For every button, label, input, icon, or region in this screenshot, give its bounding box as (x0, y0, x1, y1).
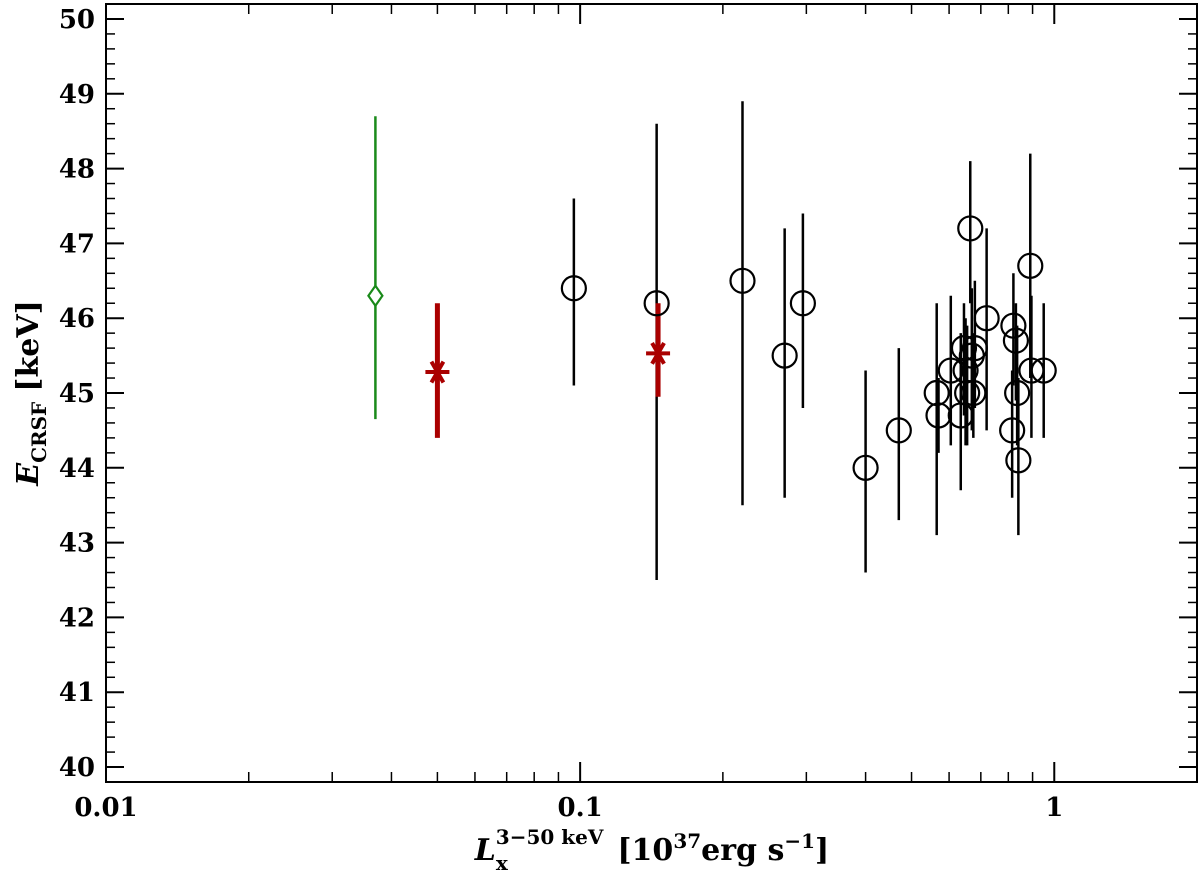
circle-marker (950, 335, 978, 362)
circle-marker (885, 417, 912, 444)
x-tick-label: 1 (1045, 793, 1063, 823)
x-axis-label-units-exp2: −1 (784, 829, 815, 853)
y-tick-label: 46 (59, 304, 95, 334)
circle-marker (925, 402, 952, 429)
x-axis-label-units-mid: erg s (701, 833, 784, 868)
circle-marker (1004, 379, 1031, 407)
circle-marker (923, 379, 950, 407)
circle-marker (771, 342, 798, 369)
circle-marker (961, 335, 988, 362)
y-tick-label: 45 (59, 379, 95, 409)
diamond-marker (367, 283, 384, 308)
x-axis-label-units: [10 (617, 833, 673, 868)
y-tick-label: 50 (59, 5, 95, 35)
circle-marker (789, 290, 816, 317)
circle-marker (1018, 357, 1045, 384)
circle-marker (937, 357, 964, 384)
circle-marker (1000, 312, 1027, 339)
y-tick-label: 48 (59, 155, 95, 185)
y-tick-label: 47 (59, 229, 95, 259)
circle-marker (973, 305, 1000, 332)
circle-marker (729, 267, 756, 294)
y-tick-label: 42 (59, 603, 95, 633)
y-tick-label: 40 (59, 753, 95, 783)
y-tick-label: 41 (59, 678, 95, 708)
x-axis-label-units-exp: 37 (673, 829, 701, 853)
circle-marker (1002, 327, 1030, 354)
circle-marker (954, 379, 981, 407)
circle-marker (852, 454, 879, 481)
major-ticks (105, 4, 1197, 782)
y-axis-label-units: [keV] (11, 300, 46, 392)
y-tick-label: 44 (59, 454, 95, 484)
y-tick-label: 49 (59, 80, 95, 110)
error-bars (374, 101, 1045, 581)
circle-marker (643, 290, 670, 317)
x-tick-labels: 0.01 0.1 1 (74, 793, 1063, 823)
minor-ticks (106, 3, 1198, 782)
plot-frame (105, 3, 1198, 783)
circle-marker (1005, 447, 1032, 474)
y-axis-label-main: E (11, 462, 46, 487)
x-axis-label-sup: 3−50 keV (496, 825, 604, 849)
x-axis-label: Lx3−50 keV [1037erg s−1] (474, 825, 830, 872)
circle-marker (999, 417, 1026, 444)
asterisk-marker (425, 360, 450, 384)
y-tick-labels: 40 41 42 43 44 45 46 47 48 49 50 (59, 5, 95, 783)
x-axis-label-main: L (474, 833, 496, 868)
circle-marker (960, 379, 987, 407)
y-axis-label: ECRSF [keV] (11, 300, 51, 487)
circle-marker (560, 275, 587, 302)
circle-marker (957, 215, 984, 242)
x-tick-label: 0.1 (558, 793, 603, 823)
asterisk-stroke (650, 341, 666, 365)
circle-marker (1030, 357, 1057, 384)
asterisk-stroke (429, 360, 446, 384)
x-axis-label-sub: x (496, 851, 509, 872)
x-axis-label-units-end: ] (815, 833, 829, 868)
y-tick-label: 43 (59, 529, 95, 559)
y-axis-label-sub: CRSF (27, 402, 51, 463)
data-markers (367, 215, 1057, 481)
x-tick-label: 0.01 (74, 793, 137, 823)
circle-marker (1017, 252, 1044, 279)
asterisk-marker (646, 341, 671, 365)
